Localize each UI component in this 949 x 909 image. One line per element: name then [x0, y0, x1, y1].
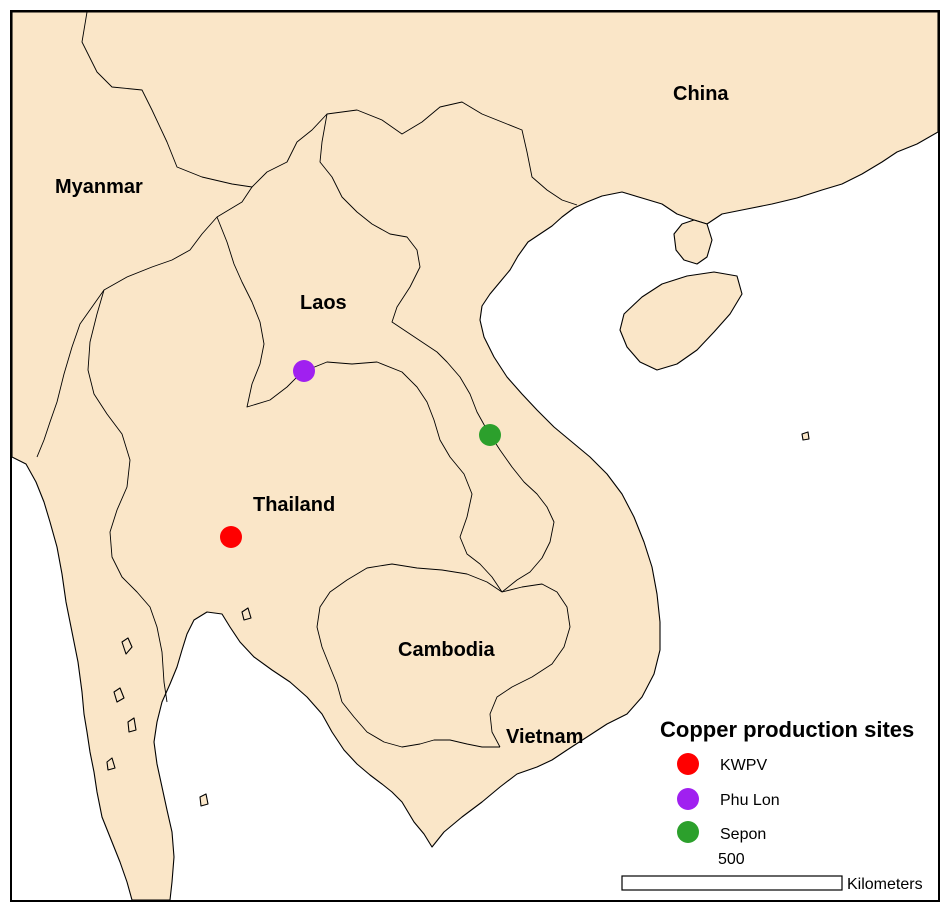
legend: Copper production sites KWPV Phu Lon Sep…	[660, 717, 914, 843]
country-label-myanmar: Myanmar	[55, 176, 143, 198]
scale-bar-rect	[621, 875, 843, 891]
legend-title: Copper production sites	[660, 717, 914, 742]
legend-label-kwpv: KWPV	[720, 757, 767, 774]
country-label-vietnam: Vietnam	[506, 726, 583, 748]
legend-swatch-phu-lon	[677, 788, 699, 810]
coastal-islands	[106, 431, 810, 807]
country-borders	[36, 12, 578, 748]
country-label-cambodia: Cambodia	[398, 639, 496, 661]
map-canvas: China Myanmar Laos Thailand Cambodia Vie…	[12, 12, 938, 900]
country-label-laos: Laos	[300, 292, 347, 314]
leizhou-peninsula	[673, 219, 713, 265]
map-frame: China Myanmar Laos Thailand Cambodia Vie…	[10, 10, 940, 902]
site-marker-kwpv[interactable]	[220, 526, 242, 548]
scale-value: 500	[718, 851, 745, 868]
site-marker-sepon[interactable]	[479, 424, 501, 446]
legend-label-phu-lon: Phu Lon	[720, 792, 780, 809]
legend-label-sepon: Sepon	[720, 826, 766, 843]
scale-bar: 500 Kilometers	[621, 851, 923, 893]
legend-swatch-sepon	[677, 821, 699, 843]
hainan-island	[619, 271, 743, 371]
mainland-landmass	[12, 12, 938, 900]
country-label-china: China	[673, 83, 729, 105]
legend-swatch-kwpv	[677, 753, 699, 775]
scale-unit: Kilometers	[847, 876, 923, 893]
country-label-thailand: Thailand	[253, 494, 335, 516]
site-marker-phu-lon[interactable]	[293, 360, 315, 382]
